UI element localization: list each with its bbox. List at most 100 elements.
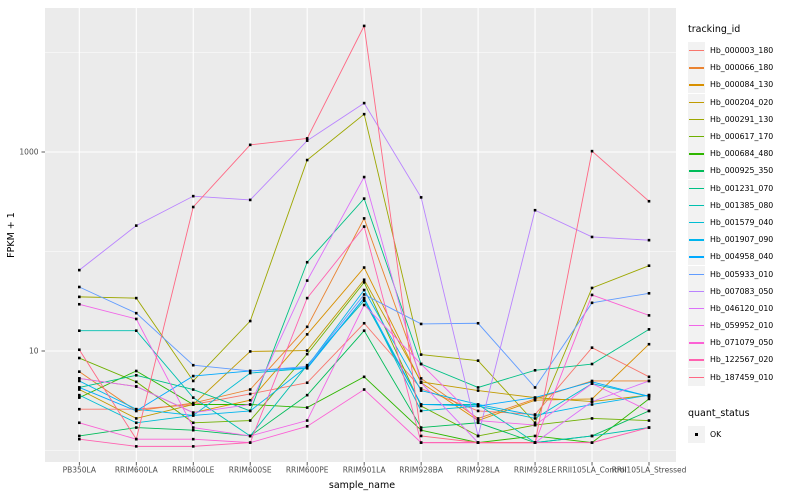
- data-point: [362, 217, 366, 220]
- line-swatch-icon: [689, 376, 704, 379]
- data-point: [590, 293, 594, 297]
- data-point: [419, 387, 423, 390]
- x-tick-label: RRIM600LE: [172, 466, 215, 475]
- data-point: [78, 302, 81, 306]
- data-point: [476, 359, 480, 362]
- data-point: [305, 393, 309, 397]
- legend-item-label: Hb_001231_070: [710, 183, 774, 193]
- data-point: [248, 143, 252, 147]
- data-point: [78, 329, 81, 332]
- line-swatch-icon: [689, 101, 704, 104]
- data-point: [248, 441, 252, 444]
- legend-item-Hb_059952_010: Hb_059952_010: [688, 317, 800, 335]
- line-swatch-icon: [689, 359, 704, 361]
- data-point: [78, 379, 81, 383]
- data-point: [533, 414, 537, 417]
- data-point: [305, 419, 309, 422]
- data-point: [590, 362, 594, 366]
- legend-item-label: Hb_000684_480: [710, 149, 774, 159]
- data-point: [191, 411, 195, 414]
- data-point: [78, 386, 81, 389]
- data-point: [248, 369, 252, 373]
- legend-key: [688, 42, 705, 60]
- square-point-icon: [695, 432, 699, 437]
- legend-item-label: Hb_000617_170: [710, 132, 774, 142]
- data-point: [248, 398, 252, 402]
- x-axis-title: sample_name: [329, 480, 395, 491]
- data-point: [134, 385, 138, 388]
- legend-item-Hb_000291_130: Hb_000291_130: [688, 110, 800, 128]
- legend-item-Hb_001231_070: Hb_001231_070: [688, 179, 800, 197]
- data-point: [647, 409, 651, 413]
- data-point: [191, 421, 195, 425]
- legend-item-Hb_071079_050: Hb_071079_050: [688, 334, 800, 352]
- legend-key: [688, 93, 705, 111]
- legend-item-Hb_005933_010: Hb_005933_010: [688, 265, 800, 283]
- data-point: [419, 377, 423, 380]
- data-point: [647, 314, 651, 317]
- data-point: [362, 388, 366, 391]
- data-point: [647, 419, 651, 422]
- data-point: [476, 441, 480, 444]
- legend-key: [688, 231, 705, 249]
- data-point: [476, 421, 480, 425]
- legend-key: [688, 265, 705, 283]
- data-point: [647, 238, 651, 242]
- line-swatch-icon: [689, 325, 704, 327]
- line-swatch-icon: [689, 187, 704, 189]
- legend-item-Hb_046120_010: Hb_046120_010: [688, 299, 800, 317]
- x-tick-label: RRIM928BA: [399, 466, 444, 475]
- data-point: [533, 386, 537, 389]
- data-point: [476, 321, 480, 325]
- legend-item-label: Hb_071079_050: [710, 338, 774, 348]
- legend-item-ok: OK: [688, 425, 800, 443]
- data-point: [590, 301, 594, 305]
- data-point: [362, 281, 366, 284]
- line-swatch-icon: [689, 118, 704, 121]
- data-point: [647, 426, 651, 429]
- legend-key: [688, 196, 705, 214]
- legend-item-Hb_187459_010: Hb_187459_010: [688, 368, 800, 386]
- data-point: [191, 401, 195, 405]
- data-point: [533, 434, 537, 438]
- data-point: [476, 419, 480, 422]
- quant-ok-key: [688, 425, 705, 443]
- y-tick-label: 1000: [19, 148, 38, 157]
- line-swatch-icon: [689, 50, 704, 52]
- data-point: [305, 158, 309, 162]
- plot-panel: [45, 8, 676, 462]
- data-point: [78, 268, 81, 272]
- data-point: [134, 421, 138, 425]
- data-point: [134, 445, 138, 448]
- x-tick-label: RRIM600PE: [286, 466, 329, 475]
- legend-item-label: Hb_000084_130: [710, 80, 774, 90]
- line-swatch-icon: [689, 67, 704, 69]
- legend-title-quant-status: quant_status: [688, 407, 750, 419]
- data-point: [191, 437, 195, 441]
- y-axis-title: FPKM + 1: [6, 212, 17, 258]
- data-point: [419, 362, 423, 366]
- y-tick-label: 10: [29, 347, 39, 356]
- data-point: [590, 417, 594, 420]
- legend-item-label: Hb_000204_020: [710, 97, 774, 107]
- data-point: [191, 379, 195, 383]
- data-point: [78, 393, 81, 397]
- data-point: [248, 403, 252, 406]
- data-point: [476, 417, 480, 420]
- x-tick-label: RRII105LA_Control: [557, 466, 627, 475]
- legend-item-Hb_000617_170: Hb_000617_170: [688, 128, 800, 146]
- data-point: [305, 406, 309, 409]
- data-point: [305, 139, 309, 142]
- data-point: [362, 225, 366, 228]
- legend-key: [688, 179, 705, 197]
- data-point: [362, 296, 366, 300]
- legend-item-Hb_000684_480: Hb_000684_480: [688, 145, 800, 163]
- data-point: [191, 363, 195, 367]
- legend-key: [688, 334, 705, 352]
- data-point: [647, 292, 651, 295]
- line-swatch-icon: [689, 136, 704, 138]
- data-point: [647, 264, 651, 267]
- data-point: [590, 149, 594, 153]
- data-point: [362, 175, 366, 179]
